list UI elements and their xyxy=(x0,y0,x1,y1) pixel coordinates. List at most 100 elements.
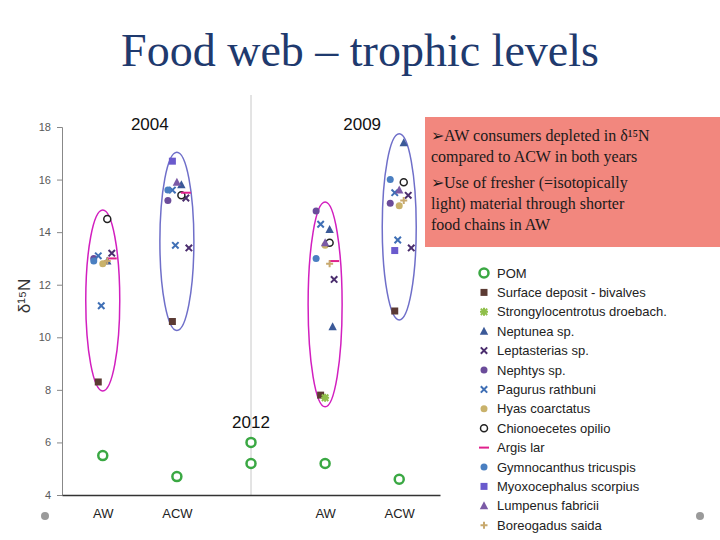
legend-marker xyxy=(481,405,488,412)
legend-item: Surface deposit - bivalves xyxy=(481,285,647,300)
y-tick-mark xyxy=(57,127,62,128)
data-point xyxy=(173,178,181,186)
slide-decoration xyxy=(696,512,704,520)
legend-label: Nephtys sp. xyxy=(497,363,566,378)
legend-marker xyxy=(481,464,488,471)
data-point xyxy=(164,197,171,204)
data-point xyxy=(395,186,403,194)
legend-label: Pagurus rathbuni xyxy=(497,382,596,397)
data-point xyxy=(331,276,337,282)
legend-label: Argis lar xyxy=(497,440,545,455)
data-point xyxy=(104,258,111,265)
data-point xyxy=(247,459,256,468)
x-tick-label: AW xyxy=(93,506,114,521)
group-ellipse xyxy=(86,210,120,391)
x-tick: ACW xyxy=(385,495,416,521)
data-point xyxy=(169,158,176,165)
legend-marker xyxy=(480,308,488,316)
data-point xyxy=(172,472,181,481)
y-axis-title: δ¹⁵N xyxy=(15,279,34,313)
legend-item: Boreogadus saida xyxy=(481,518,603,533)
data-point xyxy=(328,322,336,330)
x-axis-line xyxy=(63,495,441,497)
chart-container: Food web – trophic levels4681012141618δ¹… xyxy=(0,0,720,540)
legend-marker xyxy=(480,327,488,335)
legend-marker xyxy=(481,386,487,392)
x-axis: AW ACW AW ACW xyxy=(63,495,441,521)
data-point xyxy=(395,475,404,484)
x-tick-label: ACW xyxy=(162,506,193,521)
data-point xyxy=(387,176,394,183)
legend-marker xyxy=(480,501,488,509)
y-tick-mark xyxy=(57,285,62,286)
y-tick-mark xyxy=(57,232,62,233)
y-tick: 10 xyxy=(39,331,62,343)
data-point xyxy=(321,394,329,402)
legend-marker xyxy=(481,367,488,374)
data-point xyxy=(104,216,111,223)
x-tick-label: AW xyxy=(315,506,336,521)
data-point xyxy=(387,200,394,207)
legend-marker xyxy=(481,483,488,490)
note-text: food chains in AW xyxy=(431,216,551,233)
note-box xyxy=(425,117,720,247)
data-point xyxy=(181,192,191,194)
y-tick-mark xyxy=(57,390,62,391)
data-point xyxy=(396,202,403,209)
legend-item: POM xyxy=(480,266,527,281)
legend-item: Argis lar xyxy=(479,440,545,455)
data-point xyxy=(313,255,320,262)
y-tick: 8 xyxy=(45,384,62,396)
note-text: ➢Use of fresher (=isotopically xyxy=(431,174,628,192)
data-point xyxy=(95,378,102,385)
y-tick-mark xyxy=(57,442,62,443)
y-tick: 16 xyxy=(39,174,62,186)
legend-label: Strongylocentrotus droebach. xyxy=(497,304,667,319)
x-tick: ACW xyxy=(162,495,193,521)
year-label: 2012 xyxy=(232,413,270,432)
data-point xyxy=(391,308,398,315)
y-axis-line xyxy=(57,128,63,496)
data-point xyxy=(321,238,329,246)
legend-item: Pagurus rathbuni xyxy=(481,382,596,397)
group-ellipse xyxy=(308,202,342,407)
legend-item: Neptunea sp. xyxy=(480,324,575,339)
slide-decoration xyxy=(41,512,49,520)
data-point xyxy=(325,225,333,233)
x-tick-label: ACW xyxy=(385,506,416,521)
data-point xyxy=(186,245,192,251)
year-divider xyxy=(251,95,252,495)
data-point xyxy=(95,253,101,259)
legend-label: Myoxocephalus scorpius xyxy=(497,479,640,494)
legend-item: Strongylocentrotus droebach. xyxy=(480,304,667,319)
y-tick: 14 xyxy=(39,226,62,238)
data-point xyxy=(400,197,407,204)
legend-marker xyxy=(481,425,488,432)
legend-label: Chionoecetes opilio xyxy=(497,421,610,436)
legend-label: POM xyxy=(497,266,527,281)
legend-item: Chionoecetes opilio xyxy=(481,421,611,436)
data-point xyxy=(408,245,414,251)
y-tick-label: 14 xyxy=(39,226,51,238)
note-text: ➢AW consumers depleted in δ¹⁵N xyxy=(431,127,650,145)
y-tick: 6 xyxy=(45,436,62,448)
y-tick: 18 xyxy=(39,121,62,133)
year-label: 2009 xyxy=(343,115,381,134)
data-point xyxy=(313,208,320,215)
y-tick-mark xyxy=(57,337,62,338)
slide: Food web – trophic levels4681012141618δ¹… xyxy=(0,0,720,540)
legend-item: Lumpenus fabricii xyxy=(480,498,599,513)
data-point xyxy=(400,179,407,186)
data-point xyxy=(395,237,401,243)
data-point xyxy=(326,260,333,267)
data-point xyxy=(400,138,408,146)
legend-item: Leptasterias sp. xyxy=(481,343,589,358)
y-tick-label: 6 xyxy=(45,436,51,448)
data-point xyxy=(172,242,178,248)
y-tick-label: 4 xyxy=(45,489,51,501)
legend-marker xyxy=(480,269,489,278)
legend-item: Myoxocephalus scorpius xyxy=(481,479,640,494)
legend-item: Hyas coarctatus xyxy=(481,401,591,416)
plot-area xyxy=(86,134,416,484)
legend-marker xyxy=(481,289,488,296)
